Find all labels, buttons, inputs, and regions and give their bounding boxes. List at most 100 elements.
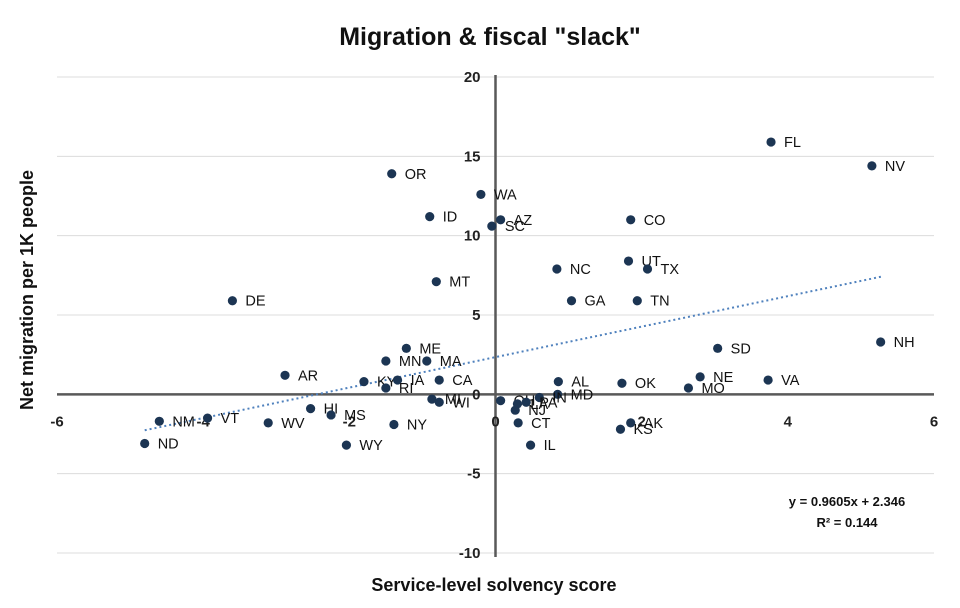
data-point-vt: [202, 413, 213, 423]
x-tick-label: 6: [930, 413, 938, 430]
x-tick-label: -6: [50, 413, 63, 430]
data-point-nm: [154, 416, 164, 426]
data-point-ga: [566, 296, 577, 306]
data-point-ks: [615, 424, 626, 434]
point-label-nc: NC: [570, 262, 591, 278]
point-label-tn: TN: [650, 294, 669, 310]
y-tick-label: 20: [464, 69, 481, 86]
data-point-ny: [389, 419, 399, 430]
point-label-wa: WA: [494, 187, 517, 203]
data-point-ok: [617, 378, 627, 388]
data-point-id: [425, 212, 435, 222]
trendline-equation: y = 0.9605x + 2.346: [789, 494, 905, 509]
data-point-wy: [341, 440, 352, 450]
data-point-mn: [381, 356, 391, 366]
data-point-nd: [140, 438, 150, 449]
y-axis-title: Net migration per 1K people: [17, 170, 37, 410]
data-point-va: [763, 375, 773, 385]
point-label-az: AZ: [514, 213, 533, 229]
data-point-mo: [683, 383, 694, 393]
data-point-wi: [434, 397, 444, 407]
point-label-ks: KS: [633, 422, 652, 438]
data-point-sc: [487, 221, 497, 231]
point-label-al: AL: [571, 375, 589, 391]
point-label-wv: WV: [281, 416, 305, 432]
point-label-ne: NE: [713, 370, 733, 386]
data-point-ia: [392, 375, 403, 385]
data-point-ne: [695, 372, 705, 382]
point-label-mt: MT: [449, 275, 470, 291]
x-tick-label: 0: [491, 413, 499, 430]
data-point-in: [534, 392, 544, 403]
data-point-mi: [427, 394, 437, 404]
data-point-ak: [626, 418, 636, 428]
data-point-md: [553, 389, 563, 399]
point-label-pa: PA: [539, 395, 558, 411]
data-point-az: [496, 215, 506, 225]
data-point-il: [525, 440, 536, 450]
data-point-sd: [713, 343, 723, 353]
y-tick-label: 10: [464, 228, 481, 245]
point-label-ms: MS: [344, 408, 366, 424]
point-label-ny: NY: [407, 417, 427, 433]
point-label-il: IL: [544, 438, 556, 454]
point-label-mo: MO: [701, 381, 724, 397]
data-point-ri: [381, 383, 391, 393]
point-label-ga: GA: [585, 294, 606, 310]
data-point-wv: [263, 418, 273, 428]
point-label-mi: MI: [445, 392, 461, 408]
data-point-tn: [632, 296, 642, 306]
point-label-ri: RI: [399, 381, 414, 397]
point-label-wi: WI: [452, 395, 470, 411]
point-label-ar: AR: [298, 368, 318, 384]
point-label-ca: CA: [452, 373, 472, 389]
point-label-sc: SC: [505, 219, 525, 235]
chart-title: Migration & fiscal "slack": [339, 23, 641, 51]
data-point-hi: [305, 404, 316, 414]
point-label-id: ID: [443, 210, 458, 226]
point-label-nd: ND: [158, 437, 179, 453]
y-tick-labels: -10 -5 0 5 10 15 20: [459, 69, 481, 562]
y-tick-label: 0: [472, 386, 480, 403]
data-point-ut: [623, 256, 634, 266]
point-label-mn: MN: [399, 354, 422, 370]
data-point-co: [626, 215, 636, 225]
data-point-fl: [766, 137, 776, 147]
r-squared-label: R² = 0.144: [816, 515, 878, 530]
point-label-ok: OK: [635, 376, 656, 392]
data-point-ms: [326, 410, 336, 420]
y-tick-label: -5: [467, 466, 480, 483]
data-point-ma: [422, 356, 432, 366]
point-label-in: IN: [552, 391, 567, 407]
point-label-sd: SD: [731, 341, 751, 357]
trendline: [144, 275, 884, 432]
point-label-nj: NJ: [528, 403, 546, 419]
data-point-me: [401, 343, 411, 353]
data-point-tx: [642, 264, 653, 274]
y-tick-label: -10: [459, 545, 481, 562]
point-label-tx: TX: [661, 262, 680, 278]
point-label-fl: FL: [784, 135, 801, 151]
point-label-de: DE: [245, 294, 265, 310]
data-point-mt: [431, 277, 441, 287]
trendline-path: [144, 275, 884, 432]
data-point-oh: [496, 396, 506, 406]
axes: [57, 75, 934, 557]
x-tick-label: 2: [637, 413, 645, 430]
point-label-co: CO: [644, 213, 666, 229]
point-label-ma: MA: [440, 354, 462, 370]
y-tick-label: 15: [464, 148, 481, 165]
data-point-nj: [510, 405, 520, 415]
point-label-or: OR: [405, 167, 427, 183]
data-point-al: [553, 377, 563, 387]
data-point-pa: [521, 397, 531, 407]
x-tick-label: -2: [343, 413, 356, 430]
point-label-nh: NH: [894, 335, 915, 351]
point-label-la: LA: [530, 397, 548, 413]
point-label-vt: VT: [221, 411, 240, 427]
x-tick-label: 4: [784, 413, 793, 430]
data-point-wa: [476, 189, 486, 200]
point-label-md: MD: [571, 387, 594, 403]
